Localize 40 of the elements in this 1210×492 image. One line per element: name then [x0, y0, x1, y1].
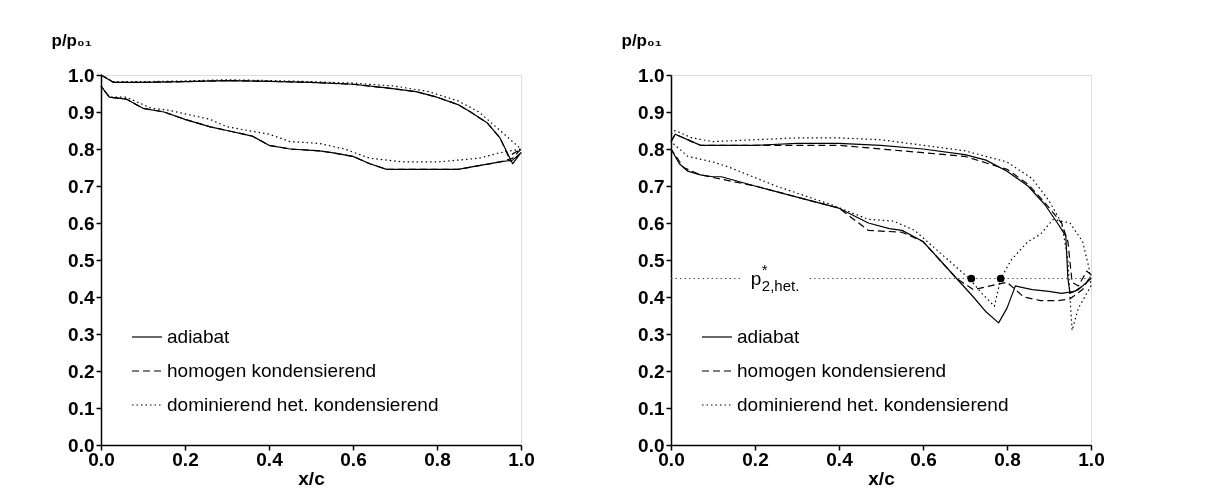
x-tick-label: 1.0 — [508, 448, 535, 470]
legend-label: dominierend het. kondensierend — [167, 394, 439, 415]
y-axis-title: p/p₀₁ — [621, 30, 662, 50]
x-tick-label: 0.4 — [826, 448, 854, 470]
legend-label: dominierend het. kondensierend — [737, 394, 1009, 415]
y-tick-label: 0.4 — [68, 286, 95, 308]
y-tick-label: 0.3 — [638, 323, 665, 345]
x-axis-title: x/c — [868, 467, 896, 489]
y-tick-label: 0.5 — [638, 249, 665, 271]
legend-label: homogen kondensierend — [737, 360, 947, 381]
x-tick-label: 0.8 — [424, 448, 451, 470]
y-tick-label: 0.1 — [638, 397, 665, 419]
x-tick-label: 0.6 — [910, 448, 937, 470]
y-tick-label: 0.6 — [68, 212, 95, 234]
y-tick-label: 0.6 — [638, 212, 665, 234]
x-tick-label: 1.0 — [1078, 448, 1105, 470]
y-tick-label: 0.2 — [638, 360, 665, 382]
y-tick-label: 1.0 — [68, 64, 95, 86]
x-tick-label: 0.4 — [256, 448, 284, 470]
y-tick-label: 1.0 — [638, 64, 665, 86]
y-tick-label: 0.8 — [638, 138, 665, 160]
y-tick-label: 0.9 — [638, 101, 665, 123]
y-tick-label: 0.5 — [68, 249, 95, 271]
y-tick-label: 0.7 — [638, 175, 665, 197]
y-tick-label: 0.1 — [68, 397, 95, 419]
x-axis-title: x/c — [298, 467, 326, 489]
y-axis-title: p/p₀₁ — [51, 30, 92, 50]
legend-label: adiabat — [737, 326, 801, 347]
x-tick-label: 0.2 — [742, 448, 769, 470]
x-tick-label: 0.2 — [172, 448, 199, 470]
y-tick-label: 0.3 — [68, 323, 95, 345]
y-tick-label: 0.8 — [68, 138, 95, 160]
x-tick-label: 0.8 — [994, 448, 1021, 470]
y-tick-label: 0.7 — [68, 175, 95, 197]
x-tick-label: 0.6 — [340, 448, 367, 470]
y-tick-label: 0.4 — [638, 286, 665, 308]
y-tick-label: 0.2 — [68, 360, 95, 382]
legend-label: adiabat — [167, 326, 231, 347]
y-tick-label: 0.9 — [68, 101, 95, 123]
legend-label: homogen kondensierend — [167, 360, 377, 381]
